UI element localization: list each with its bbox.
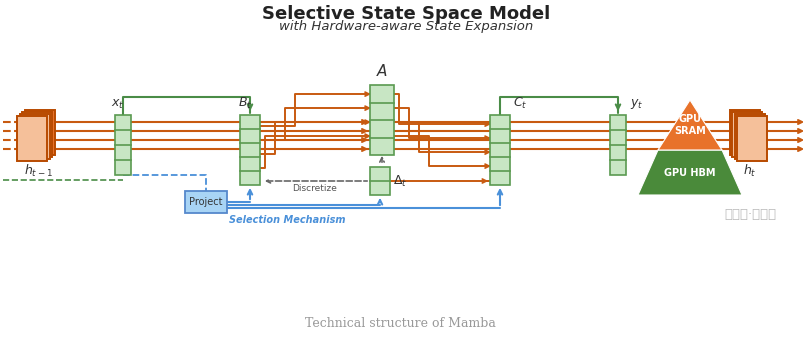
Bar <box>734 114 764 159</box>
Bar <box>489 115 509 185</box>
Bar <box>23 112 53 157</box>
Bar <box>736 116 766 161</box>
Bar <box>732 112 762 157</box>
Text: $\Delta_t$: $\Delta_t$ <box>393 174 407 189</box>
Text: $A$: $A$ <box>375 63 388 79</box>
Text: $C_t$: $C_t$ <box>513 96 527 111</box>
Text: $h_t$: $h_t$ <box>742 163 756 179</box>
Text: Selective State Space Model: Selective State Space Model <box>262 5 549 23</box>
Bar <box>240 115 260 185</box>
Text: 公众号·新智元: 公众号·新智元 <box>723 209 775 222</box>
Bar <box>25 110 55 155</box>
Text: GPU HBM: GPU HBM <box>663 168 714 177</box>
Text: Discretize: Discretize <box>292 184 337 193</box>
Text: $y_t$: $y_t$ <box>629 97 642 111</box>
Text: Technical structure of Mamba: Technical structure of Mamba <box>304 317 495 330</box>
Bar <box>115 115 131 175</box>
Text: Selection Mechanism: Selection Mechanism <box>229 215 345 225</box>
Polygon shape <box>657 100 721 150</box>
Text: $h_{t-1}$: $h_{t-1}$ <box>24 163 53 179</box>
Text: $x_t$: $x_t$ <box>111 98 124 111</box>
Text: with Hardware-aware State Expansion: with Hardware-aware State Expansion <box>278 20 533 33</box>
Text: $B_t$: $B_t$ <box>238 96 252 111</box>
Text: GPU
SRAM: GPU SRAM <box>673 114 705 136</box>
Bar <box>729 110 759 155</box>
Bar <box>18 116 47 161</box>
Bar <box>370 85 393 155</box>
Text: Project: Project <box>189 197 222 207</box>
Polygon shape <box>637 150 741 195</box>
Bar <box>370 167 389 195</box>
Bar <box>20 114 50 159</box>
Bar <box>609 115 625 175</box>
Bar <box>185 191 227 213</box>
